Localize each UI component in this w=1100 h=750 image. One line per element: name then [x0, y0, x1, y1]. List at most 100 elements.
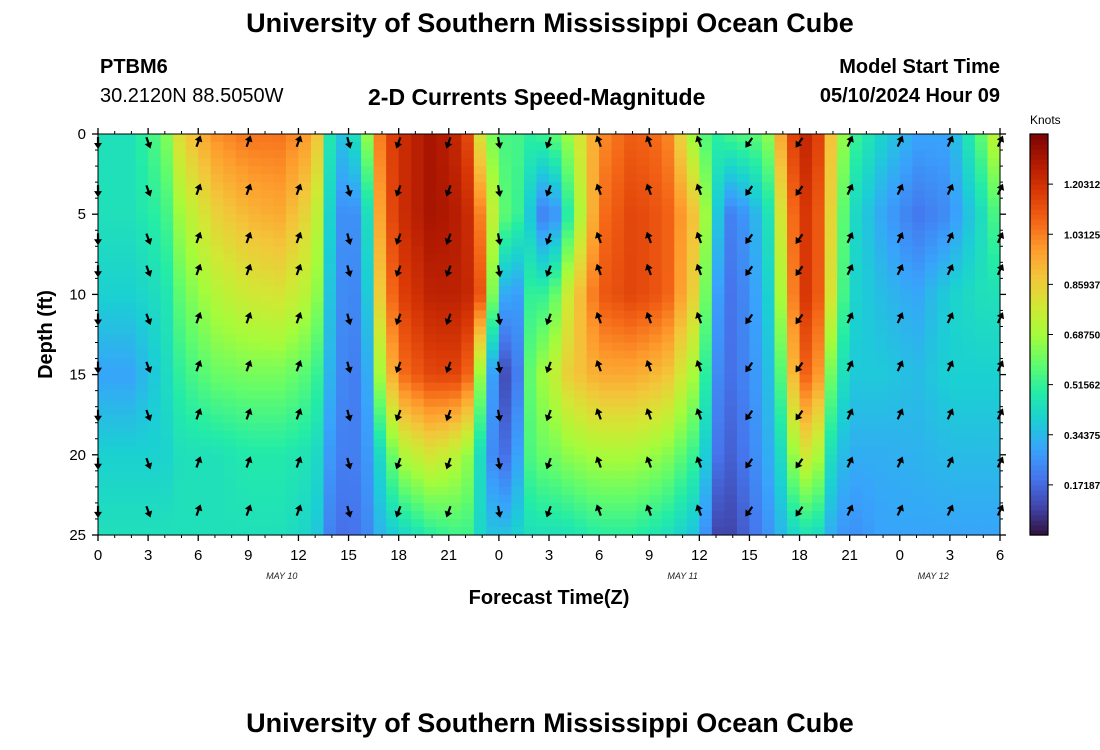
heatmap-cell: [674, 190, 688, 199]
heatmap-cell: [874, 406, 888, 416]
heatmap-cell: [649, 518, 663, 528]
heatmap-cell: [198, 166, 212, 175]
heatmap-cell: [248, 134, 262, 143]
colorbar-segment: [1030, 354, 1048, 361]
heatmap-cell: [123, 310, 137, 320]
heatmap-cell: [849, 502, 863, 512]
heatmap-cell: [636, 230, 650, 239]
heatmap-cell: [574, 254, 588, 263]
heatmap-cell: [624, 414, 638, 424]
heatmap-cell: [373, 358, 387, 368]
heatmap-cell: [336, 454, 350, 464]
heatmap-cell: [461, 478, 475, 488]
heatmap-cell: [912, 222, 926, 231]
heatmap-cell: [787, 470, 801, 480]
heatmap-cell: [336, 214, 350, 223]
heatmap-cell: [586, 318, 600, 328]
heatmap-cell: [473, 454, 487, 464]
heatmap-cell: [774, 270, 788, 279]
current-arrow: [294, 408, 303, 420]
heatmap-cell: [599, 190, 613, 199]
heatmap-cell: [899, 334, 913, 344]
heatmap-cell: [924, 398, 938, 408]
current-arrow: [946, 231, 954, 244]
heatmap-cell: [386, 134, 400, 143]
heatmap-cell: [937, 310, 951, 320]
heatmap-cell: [523, 478, 538, 488]
heatmap-cell: [761, 334, 776, 344]
heatmap-cell: [198, 390, 212, 400]
current-arrow: [144, 361, 153, 374]
heatmap-cell: [661, 238, 675, 247]
heatmap-cell: [937, 486, 951, 496]
heatmap-cell: [536, 190, 550, 199]
heatmap-cell: [285, 454, 300, 464]
heatmap-cell: [461, 446, 475, 456]
heatmap-cell: [962, 286, 976, 295]
heatmap-cell: [461, 406, 475, 416]
heatmap-cell: [724, 294, 738, 304]
heatmap-cell: [924, 430, 938, 440]
heatmap-cell: [336, 470, 350, 480]
colorbar-segment: [1030, 144, 1048, 150]
heatmap-cell: [812, 518, 826, 528]
heatmap-cell: [937, 374, 951, 384]
heatmap-cell: [849, 214, 863, 223]
heatmap-cell: [574, 190, 588, 199]
heatmap-cell: [686, 150, 700, 159]
heatmap-cell: [586, 390, 600, 400]
heatmap-cell: [473, 254, 487, 263]
heatmap-cell: [912, 486, 926, 496]
current-arrow: [795, 137, 804, 148]
heatmap-cell: [549, 134, 563, 143]
heatmap-cell: [223, 326, 237, 336]
heatmap-cell: [974, 374, 989, 384]
heatmap-cell: [273, 310, 287, 320]
colorbar-segment: [1030, 269, 1048, 275]
heatmap-cell: [974, 214, 989, 223]
heatmap-cell: [862, 238, 876, 247]
heatmap-cell: [336, 310, 350, 320]
heatmap-cell: [787, 318, 801, 328]
heatmap-cell: [260, 286, 274, 295]
heatmap-cell: [987, 318, 1001, 328]
heatmap-cell: [862, 158, 876, 167]
heatmap-cell: [198, 342, 212, 352]
heatmap-cell: [937, 342, 951, 352]
heatmap-cell: [874, 238, 888, 247]
heatmap-cell: [336, 462, 350, 472]
heatmap-cell: [874, 462, 888, 472]
heatmap-cell: [98, 302, 112, 312]
current-arrow: [745, 458, 754, 469]
heatmap-cell: [411, 326, 425, 336]
heatmap-cell: [749, 310, 763, 320]
heatmap-cell: [749, 454, 763, 464]
heatmap-cell: [824, 166, 838, 175]
heatmap-cell: [924, 422, 938, 432]
heatmap-cell: [924, 238, 938, 247]
heatmap-cell: [398, 390, 412, 400]
heatmap-cell: [749, 326, 763, 336]
heatmap-cell: [110, 262, 124, 271]
heatmap-cell: [523, 350, 538, 360]
heatmap-cell: [148, 382, 162, 392]
heatmap-cell: [599, 294, 613, 304]
heatmap-cell: [974, 502, 989, 512]
heatmap-cell: [198, 486, 212, 496]
heatmap-cell: [736, 374, 751, 384]
heatmap-cell: [937, 494, 951, 504]
heatmap-cell: [711, 462, 725, 472]
heatmap-cell: [473, 246, 487, 255]
heatmap-cell: [649, 134, 663, 143]
heatmap-cell: [135, 190, 149, 199]
heatmap-cell: [148, 238, 162, 247]
heatmap-cell: [724, 166, 738, 175]
heatmap-cell: [260, 374, 274, 384]
heatmap-cell: [849, 470, 863, 480]
heatmap-cell: [749, 342, 763, 352]
x-tick-label: 9: [244, 547, 252, 564]
heatmap-cell: [248, 390, 262, 400]
heatmap-cell: [699, 206, 713, 215]
heatmap-cell: [361, 222, 375, 231]
heatmap-cell: [937, 230, 951, 239]
